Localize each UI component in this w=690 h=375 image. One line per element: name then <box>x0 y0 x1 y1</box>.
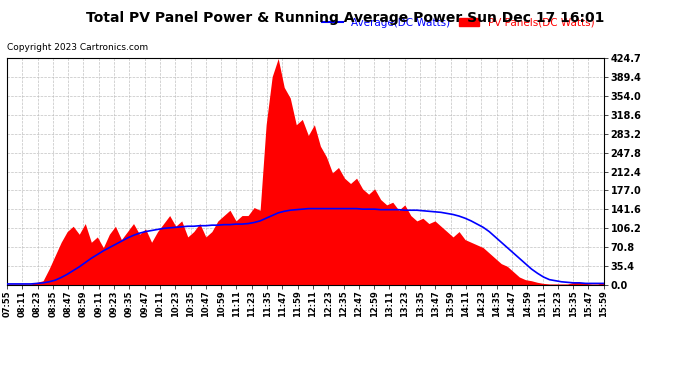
Legend: Average(DC Watts), PV Panels(DC Watts): Average(DC Watts), PV Panels(DC Watts) <box>318 13 598 32</box>
Text: Copyright 2023 Cartronics.com: Copyright 2023 Cartronics.com <box>7 43 148 52</box>
Text: Total PV Panel Power & Running Average Power Sun Dec 17 16:01: Total PV Panel Power & Running Average P… <box>86 11 604 25</box>
